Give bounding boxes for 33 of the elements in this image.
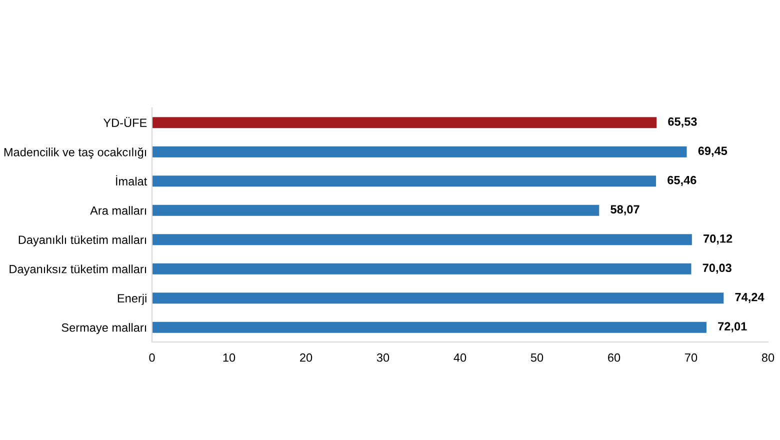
bar [152,176,656,187]
data-label: 70,12 [704,234,732,245]
x-tick-label: 70 [685,353,698,362]
bar [152,322,706,333]
bar [152,204,600,216]
y-tick-label: Sermaye malları [62,323,146,334]
data-label: 65,53 [668,117,697,128]
x-tick-label: 80 [762,353,774,362]
y-tick-label: Madencilik ve taş ocakcılığı [4,148,146,159]
data-label: 70,03 [702,264,732,274]
x-tick-label: 60 [608,353,620,362]
bar [152,263,692,274]
y-tick-label: Enerji [118,294,146,305]
data-label: 74,24 [735,292,764,304]
data-label: 58,07 [610,205,640,216]
x-tick-label: 50 [530,353,544,362]
y-tick-label: YD-ÜFE [103,117,147,128]
x-tick-label: 0 [149,353,155,362]
y-tick-label: Ara malları [90,206,146,215]
y-tick-label: İmalat [116,175,148,186]
x-tick-label: 40 [454,353,466,362]
bar [152,234,692,246]
bar [152,117,657,128]
bar [152,292,724,304]
x-tick-label: 30 [376,353,390,362]
x-tick-label: 20 [300,353,312,362]
y-tick-label: Dayanıklı tüketim malları [18,235,146,246]
y-tick-label: Dayanıksız tüketim malları [10,264,146,276]
data-label: 65,46 [668,176,696,186]
data-label: 72,01 [718,322,747,332]
x-tick-label: 10 [223,353,236,362]
bar [152,146,687,158]
data-label: 69,45 [698,146,728,157]
